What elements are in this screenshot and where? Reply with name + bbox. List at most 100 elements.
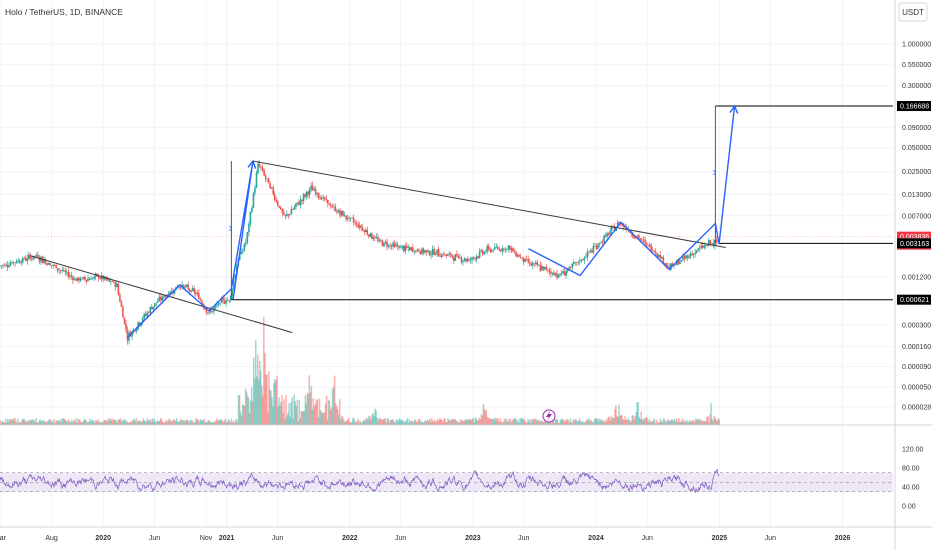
volume-bar: [553, 422, 555, 425]
volume-bar: [393, 421, 396, 425]
candle-body: [651, 250, 654, 252]
candle-body: [349, 217, 352, 219]
candle-body: [544, 266, 546, 270]
volume-bar: [119, 420, 121, 425]
volume-bar: [581, 422, 584, 425]
rsi-tick-label: 40.00: [902, 485, 920, 492]
trendline[interactable]: [30, 255, 293, 334]
price-axis[interactable]: 1.000000 0.550000 0.300000 0.090000 0.050000…: [902, 42, 931, 412]
candle-body: [421, 248, 423, 255]
volume-bar: [665, 421, 668, 425]
candle-body: [138, 322, 141, 326]
volume-bar: [650, 421, 653, 425]
volume-bar: [303, 411, 306, 425]
volume-bar: [319, 410, 322, 425]
candle-body: [504, 249, 507, 250]
volume-bar: [658, 422, 661, 425]
volume-bar: [342, 416, 344, 425]
lightning-icon[interactable]: [542, 409, 556, 423]
candle-body: [15, 260, 18, 263]
candle-body: [560, 273, 563, 275]
candle-body: [119, 294, 121, 302]
volume-bar: [79, 421, 82, 425]
candle-body: [25, 258, 27, 261]
volume-bar: [641, 419, 644, 425]
volume-bar: [613, 417, 615, 425]
candle-body: [201, 300, 203, 305]
volume-bar: [644, 418, 647, 425]
candle-body: [228, 300, 230, 301]
candle-body: [38, 257, 41, 262]
candle-body: [67, 271, 70, 277]
volume-bar: [123, 419, 125, 425]
volume-bar: [643, 418, 646, 425]
candle-body: [577, 261, 580, 263]
volume-bar: [160, 418, 163, 425]
candle-body: [604, 235, 607, 237]
candle-body: [486, 245, 489, 252]
volume-bar: [464, 419, 466, 425]
candle-body: [12, 262, 15, 263]
candle-body: [261, 167, 264, 171]
drawings[interactable]: ﾕﾕ: [0, 104, 893, 338]
measure-marker: ﾕ: [712, 170, 716, 177]
volume-bar: [695, 418, 697, 425]
volume-bar: [438, 420, 440, 425]
volume-bar: [696, 419, 698, 425]
wave-pattern-2023-2025[interactable]: [528, 105, 736, 277]
volume-bar: [294, 401, 296, 425]
volume-bar: [93, 420, 95, 425]
candle-body: [389, 245, 391, 247]
candle-body: [199, 298, 202, 301]
volume-bar: [659, 418, 662, 425]
candle-body: [207, 312, 209, 313]
wave-pattern-2020-2021[interactable]: [126, 160, 254, 338]
volume-bar: [133, 418, 136, 425]
volume-bar: [560, 419, 563, 425]
rsi-line: [0, 468, 720, 494]
currency-button[interactable]: USDT: [898, 2, 928, 22]
candle-body: [415, 250, 417, 252]
price-tick-label: 0.000028: [902, 405, 931, 412]
volume-bar: [436, 420, 438, 425]
volume-bar: [128, 422, 131, 425]
volume-bar: [238, 395, 241, 425]
candle-body: [416, 249, 419, 252]
candle-body: [31, 258, 33, 260]
candle-body: [339, 210, 341, 216]
volume-bar: [562, 419, 565, 425]
candle-body: [290, 209, 293, 215]
trendline[interactable]: [252, 160, 726, 249]
volume-bar: [83, 418, 86, 425]
candle-body: [685, 255, 687, 259]
candle-body: [412, 247, 414, 252]
volume-bar: [335, 406, 338, 425]
volume-bar: [585, 420, 588, 425]
candle-body: [143, 314, 145, 319]
candle-body: [37, 254, 39, 258]
candle-body: [99, 277, 101, 280]
volume-bar: [545, 422, 547, 425]
volume-bar: [602, 420, 604, 425]
volume-bar: [328, 401, 331, 425]
volume-bar: [563, 421, 566, 425]
volume-bars: [0, 316, 720, 425]
volume-bar: [496, 420, 499, 425]
volume-bar: [680, 420, 683, 425]
candle-body: [299, 199, 302, 206]
volume-bar: [95, 420, 97, 425]
time-axis[interactable]: Mar Aug 2020 Jun Nov 2021 Jun 2022 Jun 2023 Jun 202…: [0, 535, 850, 542]
volume-bar: [516, 420, 518, 425]
volume-bar: [24, 420, 26, 425]
volume-bar: [468, 419, 470, 425]
volume-bar: [1, 422, 3, 425]
volume-bar: [266, 374, 268, 425]
volume-bar: [223, 420, 226, 425]
volume-bar: [444, 418, 446, 425]
volume-bar: [134, 420, 137, 425]
volume-bar: [115, 420, 117, 425]
volume-bar: [181, 420, 183, 425]
volume-bar: [506, 419, 509, 425]
candle-body: [650, 244, 652, 251]
